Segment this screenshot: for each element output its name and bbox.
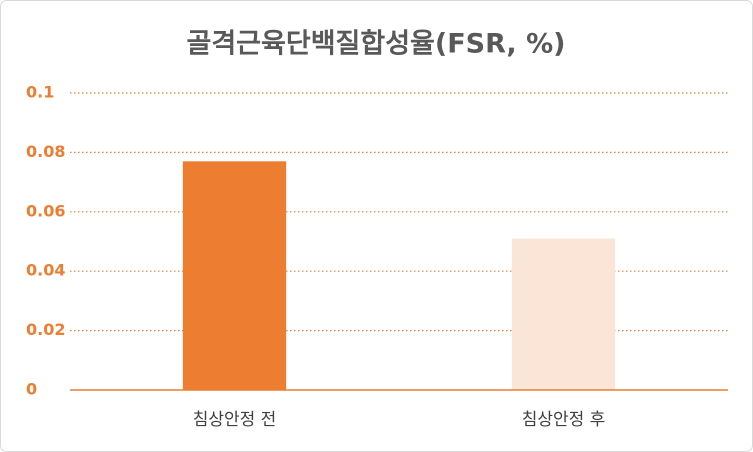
x-tick-label: 침상안정 전 <box>193 410 277 430</box>
y-tick-label: 0.1 <box>26 83 54 102</box>
y-tick-label: 0.08 <box>26 142 65 161</box>
bar <box>182 161 287 390</box>
y-tick-label: 0.06 <box>26 201 65 220</box>
x-tick-label: 침상안정 후 <box>522 410 606 430</box>
bar <box>511 238 616 390</box>
y-tick-label: 0 <box>26 380 37 399</box>
y-tick-label: 0.04 <box>26 261 65 280</box>
chart-title: 골격근육단백질합성율(FSR, %) <box>187 29 566 60</box>
y-tick-label: 0.02 <box>26 320 65 339</box>
